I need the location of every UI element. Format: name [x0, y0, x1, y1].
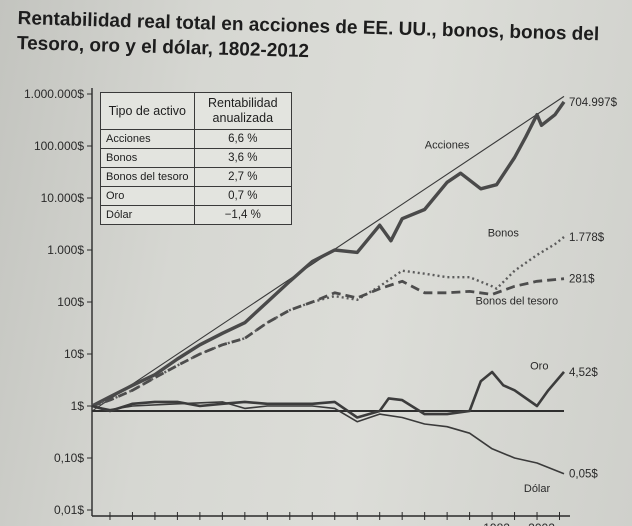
- legend-return: −1,4 %: [193, 205, 293, 225]
- legend-return: 0,7 %: [193, 186, 293, 206]
- legend-table: Tipo de activo Rentabilidad anualizada A…: [100, 92, 293, 225]
- series-name-dolar: Dólar: [524, 483, 551, 495]
- y-tick-label: 0,01$: [54, 503, 84, 517]
- series-name-bonos-tesoro: Bonos del tesoro: [476, 295, 559, 307]
- y-tick-label: 1.000$: [47, 243, 84, 257]
- series-line-bonos: [91, 236, 565, 408]
- legend-row: Dólar −1,4 %: [100, 205, 293, 225]
- legend-row: Bonos 3,6 %: [100, 148, 293, 168]
- axes: 1.000.000$ 100.000$ 10.000$ 1.000$ 100$ 10$ 1$…: [24, 87, 570, 526]
- y-tick-label: 100.000$: [34, 139, 84, 153]
- series-line-bonos-tesoro: [91, 277, 565, 408]
- legend-asset: Dólar: [100, 205, 195, 225]
- y-tick-label: 10.000$: [41, 191, 85, 205]
- end-value-label: 281$: [569, 274, 595, 286]
- y-tick-label: 10$: [64, 347, 84, 361]
- legend-row: Bonos del tesoro 2,7 %: [100, 167, 293, 187]
- end-value-label: 4,52$: [569, 367, 598, 379]
- y-tick-label: 100$: [57, 295, 84, 309]
- legend-return: 6,6 %: [193, 129, 293, 149]
- series-line-acciones: [91, 100, 566, 408]
- series-line-dolar: [91, 401, 565, 475]
- y-tick-label: 1$: [71, 399, 85, 413]
- series-name-acciones: Acciones: [425, 139, 470, 151]
- series-name-bonos: Bonos: [488, 228, 520, 240]
- legend-header-row: Tipo de activo Rentabilidad anualizada: [100, 92, 293, 130]
- end-value-label: 0,05$: [569, 469, 598, 481]
- legend-return: 3,6 %: [193, 148, 293, 168]
- x-tick-label: 1982: [483, 521, 510, 526]
- legend-header-asset: Tipo de activo: [100, 92, 195, 130]
- legend-row: Oro 0,7 %: [100, 186, 293, 206]
- series-name-oro: Oro: [530, 361, 548, 373]
- legend-asset: Bonos del tesoro: [100, 167, 195, 187]
- legend-row: Acciones 6,6 %: [100, 129, 293, 149]
- legend-asset: Acciones: [100, 129, 195, 149]
- y-tick-label: 1.000.000$: [24, 87, 84, 101]
- series-labels: Acciones 704.997$ Bonos 1.778$ Bonos del tes…: [425, 97, 618, 495]
- legend-asset: Oro: [100, 186, 195, 206]
- x-tick-label: 2002: [528, 521, 555, 526]
- legend-return: 2,7 %: [193, 167, 293, 187]
- end-value-label: 704.997$: [569, 97, 618, 109]
- series-line-oro: [91, 370, 565, 419]
- legend-asset: Bonos: [100, 148, 195, 168]
- y-tick-label: 0,10$: [54, 451, 84, 465]
- series-lines: [91, 100, 566, 475]
- legend-header-return: Rentabilidad anualizada: [193, 92, 293, 130]
- end-value-label: 1.778$: [569, 232, 605, 244]
